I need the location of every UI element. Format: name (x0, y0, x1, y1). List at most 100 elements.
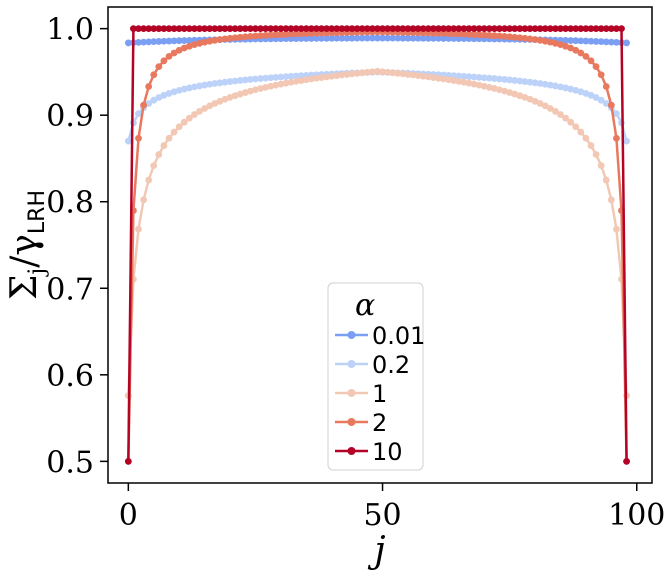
series-point (160, 25, 168, 33)
series-point (546, 81, 554, 89)
series-point (318, 74, 325, 81)
series-point (450, 77, 458, 84)
series-point (191, 41, 198, 49)
series-point (236, 25, 244, 33)
series-point (323, 34, 331, 42)
series-point (384, 34, 392, 42)
series-point (333, 72, 341, 80)
series-point (572, 46, 580, 54)
series-point (506, 33, 514, 41)
series-point (501, 76, 508, 83)
y-tick-label: 0.9 (46, 99, 94, 134)
series-point (567, 118, 575, 126)
series-point (302, 35, 310, 42)
series-point (374, 25, 381, 33)
series-point (343, 25, 351, 33)
series-point (613, 38, 620, 46)
series-point (368, 34, 376, 42)
series-point (562, 25, 569, 33)
series-point (150, 162, 158, 170)
series-point (145, 83, 153, 90)
series-point (170, 37, 178, 45)
series-point (257, 32, 264, 40)
series-point (165, 134, 173, 142)
series-point (150, 96, 158, 104)
series-point (562, 84, 569, 92)
series-point (490, 25, 498, 33)
series-point (429, 34, 437, 42)
series-point (389, 25, 397, 33)
series-point (567, 37, 575, 44)
series-point (180, 25, 188, 33)
series-point (196, 82, 203, 90)
series-point (252, 86, 259, 94)
series-point (475, 25, 483, 33)
series-point (338, 25, 346, 33)
series-point (455, 72, 463, 80)
series-point (536, 25, 544, 33)
series-point (216, 79, 224, 87)
series-point (485, 83, 493, 91)
series-point (541, 25, 549, 33)
series-point (150, 38, 158, 46)
series-point (429, 74, 437, 81)
series-point (252, 75, 259, 83)
series-point (435, 34, 442, 42)
series-point (440, 75, 447, 83)
series-point (170, 49, 178, 57)
series-point (623, 137, 630, 145)
y-tick-label: 1.0 (46, 13, 94, 48)
legend-entry-1: 1 (335, 380, 387, 408)
series-point (546, 38, 554, 46)
series-point (196, 107, 203, 115)
series-point (160, 57, 168, 65)
series-point (302, 30, 310, 37)
series-point (211, 80, 219, 87)
series-point (358, 34, 366, 42)
series-point (246, 76, 254, 83)
series-point (511, 33, 519, 41)
series-point (252, 25, 259, 33)
series-point (262, 74, 270, 82)
x-tick-label: 0 (119, 498, 138, 533)
series-point (191, 25, 198, 33)
series-point (623, 39, 630, 47)
series-point (313, 34, 320, 42)
series-point (328, 25, 336, 33)
series-point (572, 25, 580, 33)
series-point (506, 25, 514, 33)
series-point (246, 87, 254, 95)
series-point (552, 25, 559, 33)
series-point (363, 25, 371, 33)
series-point (597, 162, 605, 170)
legend-entry-0.01: 0.01 (335, 322, 425, 350)
series-point (216, 25, 224, 33)
series-point (231, 34, 239, 42)
series-point (338, 34, 346, 42)
series-point (475, 73, 483, 81)
series-point (521, 78, 529, 85)
series-point (536, 100, 544, 107)
series-point (145, 25, 153, 33)
series-point (404, 71, 412, 78)
series-point (445, 25, 453, 33)
series-point (348, 34, 356, 42)
legend-swatch-marker (347, 447, 356, 455)
series-point (282, 30, 290, 38)
series-point (404, 25, 412, 33)
series-point (272, 73, 280, 81)
series-point (455, 77, 463, 85)
series-point (526, 35, 534, 43)
series-point (155, 38, 163, 45)
series-point (368, 25, 376, 33)
series-point (165, 37, 173, 45)
series-point (592, 63, 600, 71)
series-point (450, 25, 458, 33)
series-point (379, 34, 386, 42)
series-point (389, 69, 397, 77)
series-point (399, 34, 407, 42)
series-point (470, 73, 478, 81)
series-1 (124, 67, 630, 399)
